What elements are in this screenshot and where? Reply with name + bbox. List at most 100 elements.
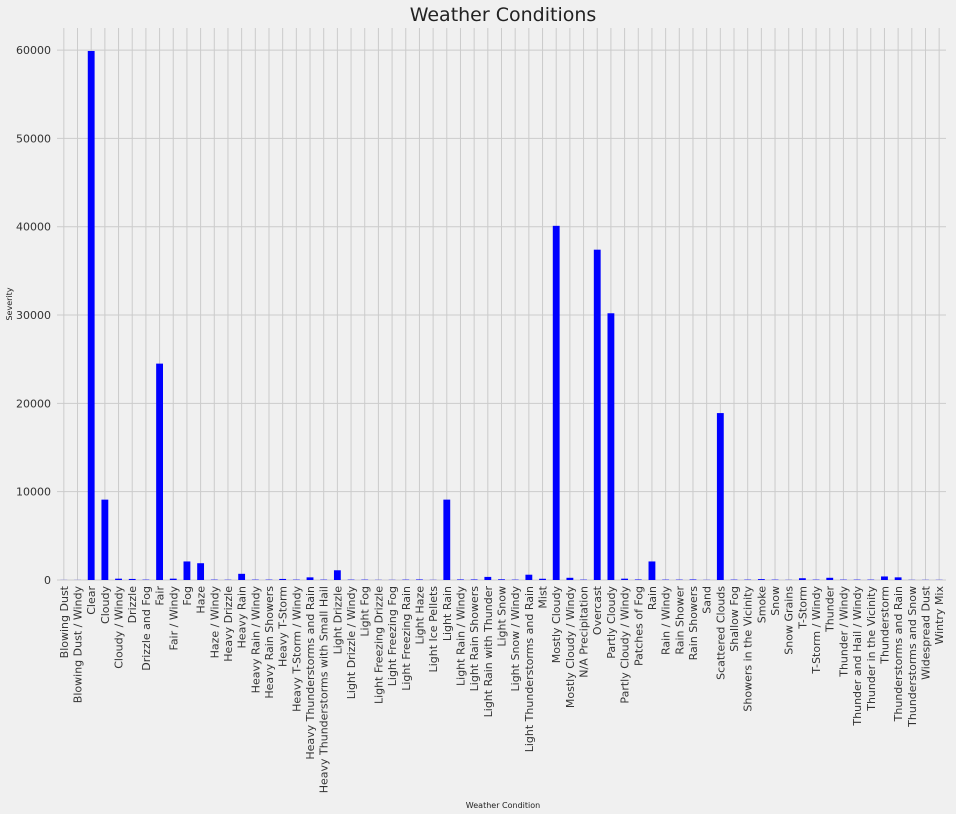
bar bbox=[470, 579, 478, 580]
x-tick-label: Light Freezing Drizzle bbox=[372, 586, 385, 704]
bar bbox=[826, 577, 834, 580]
x-tick-label: Haze bbox=[195, 586, 208, 614]
x-tick-label: Light Ice Pellets bbox=[427, 586, 440, 673]
x-tick-label: Heavy Rain / Windy bbox=[249, 586, 262, 694]
x-tick-label: Thunderstorms and Rain bbox=[892, 586, 905, 722]
x-tick-label: Drizzle bbox=[126, 586, 139, 624]
x-tick-label: Wintry Mix bbox=[933, 586, 946, 645]
y-tick-label: 60000 bbox=[16, 44, 51, 57]
x-tick-label: Light Freezing Rain bbox=[400, 586, 413, 691]
chart-title: Weather Conditions bbox=[410, 4, 597, 26]
bar bbox=[689, 579, 697, 580]
bar bbox=[798, 578, 806, 580]
y-tick-label: 40000 bbox=[16, 221, 51, 234]
x-tick-label: T-Storm / Windy bbox=[810, 586, 823, 675]
y-axis-label: Severity bbox=[5, 287, 14, 320]
x-axis-label: Weather Condition bbox=[466, 801, 540, 810]
x-tick-label: Rain bbox=[646, 586, 659, 610]
x-tick-label: Light Drizzle / Windy bbox=[345, 586, 358, 700]
x-tick-label: Rain / Windy bbox=[660, 586, 673, 656]
bars bbox=[60, 50, 943, 581]
bar bbox=[716, 413, 724, 580]
bar bbox=[894, 577, 902, 580]
x-tick-label: Thunder and Hail / Windy bbox=[851, 586, 864, 727]
bar bbox=[484, 576, 492, 580]
x-tick-label: Light Snow / Windy bbox=[509, 586, 522, 692]
x-tick-label: Haze / Windy bbox=[208, 586, 221, 659]
x-tick-label: Heavy Thunderstorms with Small Hail bbox=[318, 586, 331, 793]
x-tick-label: Drizzle and Fog bbox=[140, 586, 153, 671]
x-tick-label: Fair / Windy bbox=[167, 586, 180, 651]
y-tick-label: 20000 bbox=[16, 397, 51, 410]
bar bbox=[881, 576, 888, 580]
bar bbox=[128, 578, 136, 580]
bar bbox=[539, 578, 546, 580]
bar bbox=[416, 579, 423, 580]
bar bbox=[566, 577, 574, 580]
bar bbox=[115, 578, 122, 580]
y-tick-label: 0 bbox=[44, 574, 51, 587]
x-tick-label: Light Fog bbox=[359, 586, 372, 637]
x-tick-label: Scattered Clouds bbox=[714, 586, 727, 680]
x-tick-label: Blowing Dust bbox=[58, 585, 71, 658]
x-tick-label: Heavy Rain bbox=[236, 586, 249, 648]
bar bbox=[87, 50, 95, 581]
y-tick-label: 30000 bbox=[16, 309, 51, 322]
y-tick-label: 10000 bbox=[16, 486, 51, 499]
bar bbox=[169, 578, 177, 580]
x-tick-label: Partly Cloudy bbox=[605, 586, 618, 659]
x-tick-label: Showers in the Vicinity bbox=[742, 586, 755, 712]
x-tick-label: Blowing Dust / Windy bbox=[72, 586, 85, 704]
x-axis-ticks: Blowing Dust Blowing Dust / Windy Clear Clo… bbox=[58, 585, 946, 793]
x-tick-label: Light Rain Showers bbox=[468, 586, 481, 692]
bar bbox=[279, 578, 287, 580]
bar bbox=[525, 574, 533, 580]
bar bbox=[197, 563, 205, 580]
x-tick-label: Mostly Cloudy bbox=[550, 586, 563, 664]
bar bbox=[238, 573, 246, 580]
x-tick-label: Snow bbox=[769, 586, 782, 616]
x-tick-label: Light Haze bbox=[413, 586, 426, 645]
bar bbox=[183, 561, 191, 580]
x-tick-label: Widespread Dust bbox=[919, 585, 932, 680]
x-tick-label: Light Thunderstorms and Rain bbox=[523, 586, 536, 752]
x-tick-label: Heavy T-Storm bbox=[277, 586, 290, 667]
x-tick-label: Light Snow bbox=[496, 586, 509, 647]
x-tick-label: Thunderstorm bbox=[878, 586, 891, 665]
x-tick-label: Mist bbox=[537, 585, 550, 608]
x-tick-label: Smoke bbox=[755, 586, 768, 623]
x-tick-label: Light Rain / Windy bbox=[454, 586, 467, 686]
y-tick-label: 50000 bbox=[16, 132, 51, 145]
x-tick-label: Rain Shower bbox=[673, 586, 686, 655]
x-tick-label: Heavy Drizzle bbox=[222, 586, 235, 662]
bar bbox=[101, 499, 109, 580]
bar bbox=[648, 561, 656, 580]
x-tick-label: Thunder bbox=[824, 586, 837, 633]
bar bbox=[607, 313, 615, 580]
x-tick-label: Clear bbox=[85, 586, 98, 615]
bar bbox=[634, 579, 642, 580]
y-axis-ticks: 0 10000 20000 30000 40000 50000 60000 bbox=[16, 44, 51, 587]
bar bbox=[457, 579, 464, 580]
x-tick-label: Heavy T-Storm / Windy bbox=[290, 586, 303, 712]
x-tick-label: Snow Grains bbox=[783, 586, 796, 655]
bar bbox=[552, 225, 560, 581]
x-tick-label: Overcast bbox=[591, 585, 604, 635]
x-tick-label: Cloudy / Windy bbox=[113, 586, 126, 669]
bar bbox=[333, 570, 341, 580]
x-tick-label: Fair bbox=[154, 586, 167, 606]
x-tick-label: Shallow Fog bbox=[728, 586, 741, 652]
bar bbox=[156, 363, 163, 580]
x-tick-label: Thunderstorms and Snow bbox=[906, 586, 919, 728]
x-tick-label: T-Storm bbox=[796, 586, 809, 630]
bar bbox=[757, 579, 765, 580]
x-tick-label: N/A Precipitation bbox=[578, 586, 591, 678]
x-tick-label: Light Rain with Thunder bbox=[482, 586, 495, 718]
x-tick-label: Light Rain bbox=[441, 586, 454, 641]
x-tick-label: Light Freezing Fog bbox=[386, 586, 399, 686]
x-tick-label: Patches of Fog bbox=[632, 586, 645, 666]
bar bbox=[621, 578, 629, 580]
bar bbox=[593, 249, 601, 580]
